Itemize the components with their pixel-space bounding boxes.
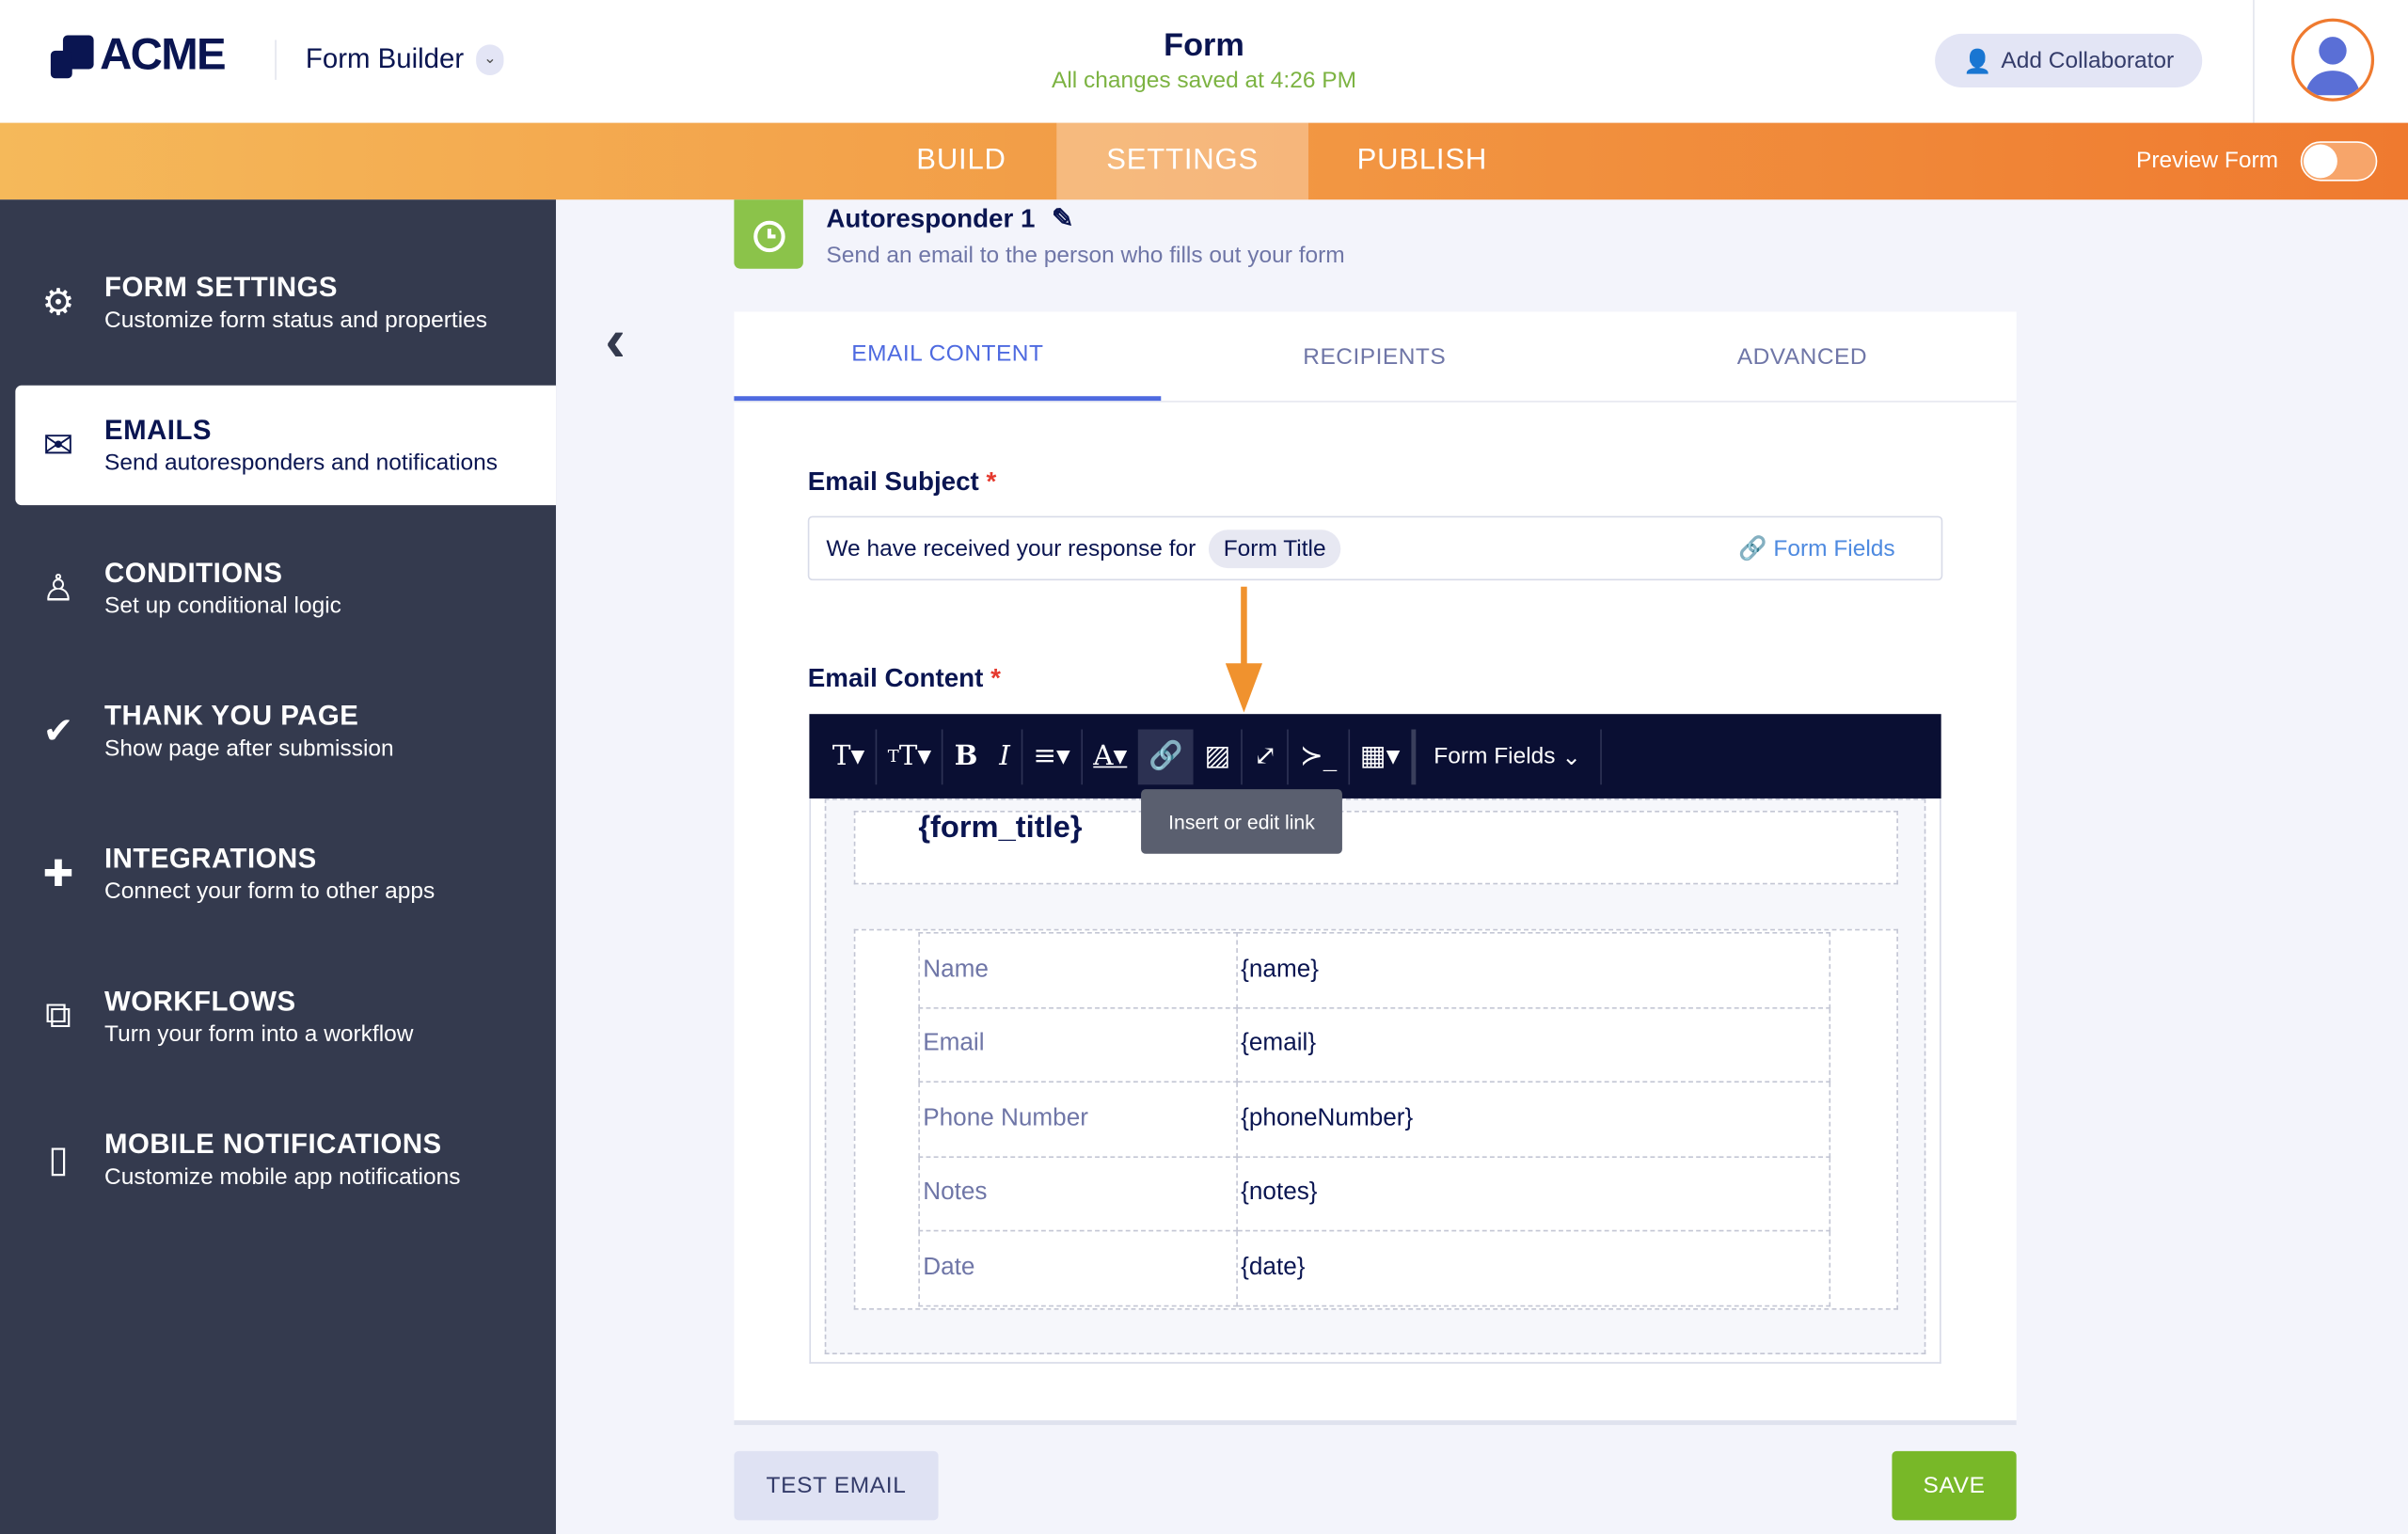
mobile-icon: ▯: [48, 1138, 69, 1180]
fields-table: Name {name} Email {email} Phone Number {phone…: [918, 932, 1831, 1306]
font-size-icon[interactable]: T T▾: [877, 728, 944, 784]
save-button[interactable]: SAVE: [1892, 1450, 2017, 1521]
tab-recipients[interactable]: RECIPIENTS: [1303, 342, 1447, 370]
field-label: Name: [918, 932, 1238, 1008]
form-title-placeholder: {form_title}: [918, 811, 1083, 845]
gear-icon: ⚙: [41, 281, 75, 324]
sidebar-item-integrations[interactable]: ✚ INTEGRATIONS Connect your form to other …: [0, 814, 556, 933]
sidebar-item-mobile-notifications[interactable]: ▯ MOBILE NOTIFICATIONS Customize mobile ap…: [0, 1099, 556, 1219]
autoresponder-name: Autoresponder 1 ✎: [826, 204, 1074, 234]
table-icon[interactable]: ▦▾: [1349, 728, 1416, 784]
logo-icon: [50, 34, 94, 78]
divider: [2253, 0, 2255, 123]
back-chevron-icon[interactable]: ‹: [605, 307, 626, 375]
workflow-icon: ⧉: [45, 994, 72, 1037]
fullscreen-icon[interactable]: ⤢: [1243, 728, 1290, 784]
title-row: [853, 811, 1898, 885]
field-value: {date}: [1236, 1229, 1831, 1306]
puzzle-icon: ✚: [42, 852, 74, 895]
font-family-icon[interactable]: T▾: [821, 728, 878, 784]
nav-bar: [0, 122, 2408, 200]
sidebar-item-form-settings[interactable]: ⚙ FORM SETTINGS Customize form status and …: [0, 243, 556, 362]
test-email-button[interactable]: TEST EMAIL: [734, 1450, 939, 1521]
field-value: {name}: [1236, 932, 1831, 1008]
tooltip: Insert or edit link: [1141, 789, 1342, 854]
form-title-chip[interactable]: Form Title: [1208, 529, 1341, 568]
field-value: {email}: [1236, 1006, 1831, 1083]
tab-advanced[interactable]: ADVANCED: [1736, 342, 1867, 370]
divider: [275, 40, 277, 80]
sidebar-item-emails[interactable]: ✉ EMAILS Send autoresponders and notificat…: [15, 385, 557, 506]
envelope-icon: ✉: [42, 424, 74, 467]
form-fields-link[interactable]: 🔗 Form Fields: [1738, 535, 1895, 562]
page-title: Form: [1164, 27, 1244, 63]
field-value: {notes}: [1236, 1155, 1831, 1232]
tab-publish[interactable]: PUBLISH: [1356, 144, 1488, 177]
table-row: Date {date}: [918, 1229, 1831, 1306]
divider: [734, 401, 2017, 403]
autoresponder-desc: Send an email to the person who fills ou…: [826, 242, 1345, 269]
sidebar-item-thank-you-page[interactable]: ✔ THANK YOU PAGE Show page after submissio…: [0, 671, 556, 790]
field-value: {phoneNumber}: [1236, 1081, 1831, 1158]
image-icon[interactable]: ▨: [1194, 728, 1244, 784]
field-label: Notes: [918, 1155, 1238, 1232]
check-circle-icon: ✔: [42, 710, 74, 752]
avatar[interactable]: [2290, 18, 2375, 102]
text-color-icon[interactable]: A▾: [1093, 739, 1128, 773]
pencil-icon[interactable]: ✎: [1051, 204, 1074, 234]
table-row: Phone Number {phoneNumber}: [918, 1081, 1831, 1158]
preview-form-label: Preview Form: [2136, 147, 2279, 174]
link-icon[interactable]: 🔗: [1137, 728, 1195, 784]
divider: [734, 1420, 2017, 1426]
clock-icon: [734, 199, 803, 269]
chevron-down-icon: ⌄: [476, 43, 504, 75]
email-content-label: Email Content *: [807, 663, 1001, 693]
table-row: Name {name}: [918, 932, 1831, 1008]
add-collaborator-button[interactable]: 👤 Add Collaborator: [1935, 33, 2203, 88]
bold-icon[interactable]: B: [954, 739, 978, 773]
sidebar-item-workflows[interactable]: ⧉ WORKFLOWS Turn your form into a workflow: [0, 957, 556, 1076]
tab-email-content[interactable]: EMAIL CONTENT: [734, 311, 1162, 402]
italic-icon[interactable]: I: [989, 728, 1022, 784]
email-subject-input[interactable]: We have received your response for Form T…: [807, 515, 1943, 581]
arrow-annotation: [1225, 586, 1263, 713]
code-icon[interactable]: ≻_: [1290, 728, 1350, 784]
hierarchy-icon: ♙: [41, 567, 75, 609]
field-label: Date: [918, 1229, 1238, 1306]
align-icon[interactable]: ≡▾: [1022, 728, 1083, 784]
logo[interactable]: ACME: [50, 31, 227, 82]
editor-toolbar: T▾ T T▾ B I ≡▾ A▾ 🔗 ▨ ⤢ ≻_ ▦▾ Form Fields…: [809, 714, 1941, 799]
preview-form-toggle[interactable]: [2300, 141, 2378, 182]
add-user-icon: 👤: [1963, 48, 1992, 75]
sidebar-item-conditions[interactable]: ♙ CONDITIONS Set up conditional logic: [0, 529, 556, 648]
field-label: Email: [918, 1006, 1238, 1083]
table-row: Email {email}: [918, 1006, 1831, 1083]
save-status: All changes saved at 4:26 PM: [1051, 67, 1356, 94]
form-fields-dropdown[interactable]: Form Fields ⌄: [1416, 728, 1602, 784]
tab-build[interactable]: BUILD: [916, 144, 1006, 177]
tab-settings[interactable]: SETTINGS: [1056, 122, 1309, 200]
email-subject-label: Email Subject *: [807, 467, 997, 497]
table-row: Notes {notes}: [918, 1155, 1831, 1232]
field-label: Phone Number: [918, 1081, 1238, 1158]
app-switcher[interactable]: Form Builder ⌄: [306, 43, 504, 75]
